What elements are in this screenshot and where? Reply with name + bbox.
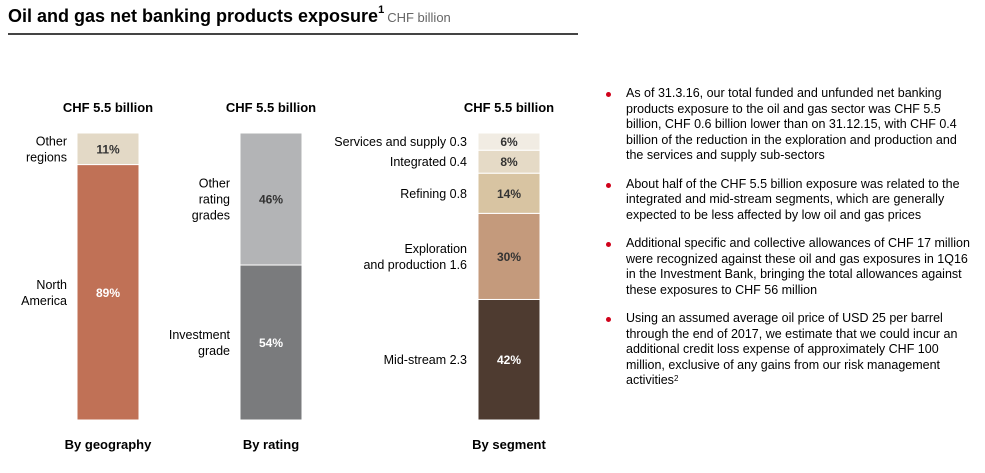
title-text: Oil and gas net banking products exposur… xyxy=(8,6,379,26)
title-unit: CHF billion xyxy=(387,10,451,25)
segment-label: Services and supply 0.3 xyxy=(334,135,467,149)
data-label: 14% xyxy=(497,187,521,201)
chart-title: CHF 5.5 billion xyxy=(63,100,153,115)
bullet-dot-icon xyxy=(606,317,611,322)
data-label: 46% xyxy=(259,193,283,207)
bullet-item: About half of the CHF 5.5 billion exposu… xyxy=(605,177,977,224)
axis-label: By geography xyxy=(65,437,152,452)
bar-segment xyxy=(239,132,303,266)
data-label: 54% xyxy=(259,336,283,350)
bar-segment xyxy=(76,132,140,166)
data-label: 11% xyxy=(96,142,120,156)
segment-label: Integrated 0.4 xyxy=(390,155,467,169)
segment-label: and production 1.6 xyxy=(363,258,467,272)
bar-segment xyxy=(239,264,303,421)
bar-segment xyxy=(477,132,541,151)
segment-label: Investment xyxy=(169,328,231,342)
exposure-stacked-bar-charts: CHF 5.5 billion 89% North America 11% Other re… xyxy=(21,100,554,452)
bullet-dot-icon xyxy=(606,182,611,188)
title-divider xyxy=(8,33,578,35)
chart-title: CHF 5.5 billion xyxy=(226,100,316,115)
axis-label: By segment xyxy=(472,437,546,452)
title-footnote-marker: 1 xyxy=(378,4,385,16)
bar-segment xyxy=(477,298,541,421)
bullet-text: Using an assumed average oil price of US… xyxy=(626,311,958,387)
bullet-dot-icon xyxy=(606,92,611,97)
bullet-text: About half of the CHF 5.5 billion exposu… xyxy=(626,176,960,222)
chart-title: CHF 5.5 billion xyxy=(464,100,554,115)
segment-label: North xyxy=(36,278,67,292)
bullet-text: As of 31.3.16, our total funded and unfu… xyxy=(626,86,957,162)
bar-segment xyxy=(477,212,541,300)
segment-label: rating xyxy=(199,193,230,207)
segment-label: Other xyxy=(199,177,230,191)
commentary-bullet-list: As of 31.3.16, our total funded and unfu… xyxy=(605,86,977,402)
segment-label: America xyxy=(21,294,67,308)
bar-segment xyxy=(477,172,541,214)
segment-label: Refining 0.8 xyxy=(400,187,467,201)
page-title: Oil and gas net banking products exposur… xyxy=(8,4,451,27)
axis-label: By rating xyxy=(243,437,299,452)
bullet-item: Additional specific and collective allow… xyxy=(605,236,977,298)
segment-label: grade xyxy=(198,344,230,358)
bullet-item: Using an assumed average oil price of US… xyxy=(605,311,977,389)
bar-segment xyxy=(76,164,140,421)
bullet-dot-icon xyxy=(606,242,611,247)
segment-label: regions xyxy=(26,150,67,164)
segment-label: grades xyxy=(192,209,230,223)
bullet-footnote-marker: 2 xyxy=(673,374,679,383)
bullet-text: Additional specific and collective allow… xyxy=(626,236,970,297)
bullet-item: As of 31.3.16, our total funded and unfu… xyxy=(605,86,977,164)
segment-label: Other xyxy=(36,134,67,148)
segment-label: Exploration xyxy=(404,242,467,256)
data-label: 6% xyxy=(500,135,518,149)
segment-label: Mid-stream 2.3 xyxy=(384,353,467,367)
data-label: 8% xyxy=(500,155,518,169)
data-label: 89% xyxy=(96,286,120,300)
data-label: 30% xyxy=(497,250,521,264)
data-label: 42% xyxy=(497,353,521,367)
